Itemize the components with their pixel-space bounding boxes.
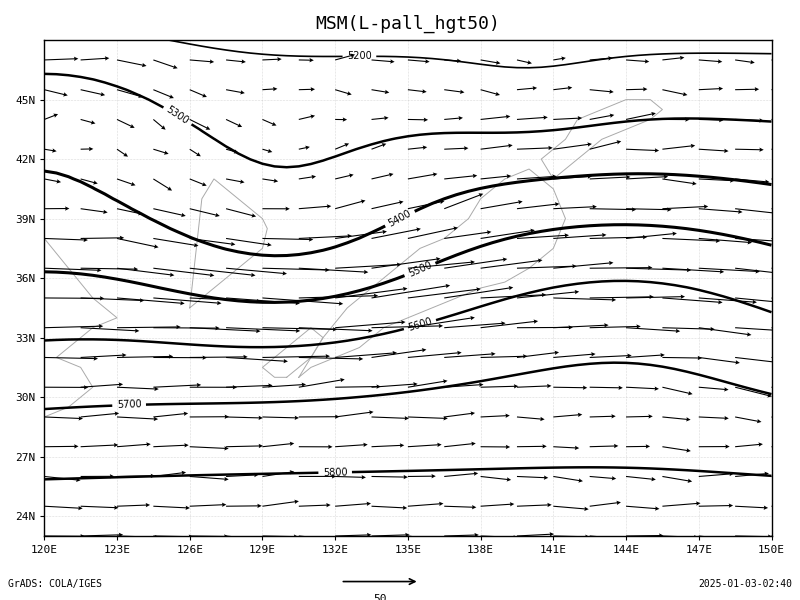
Text: 5700: 5700	[117, 400, 142, 410]
Text: 2025-01-03-02:40: 2025-01-03-02:40	[698, 579, 792, 589]
Text: 5500: 5500	[406, 260, 434, 279]
Text: 5600: 5600	[406, 316, 434, 333]
Title: MSM(L-pall_hgt50): MSM(L-pall_hgt50)	[315, 15, 500, 33]
Text: 5400: 5400	[386, 208, 413, 229]
Text: 5800: 5800	[322, 467, 347, 478]
Text: 5300: 5300	[165, 105, 190, 127]
Text: 50: 50	[374, 594, 386, 600]
Text: GrADS: COLA/IGES: GrADS: COLA/IGES	[8, 579, 102, 589]
Text: 5200: 5200	[347, 52, 372, 61]
